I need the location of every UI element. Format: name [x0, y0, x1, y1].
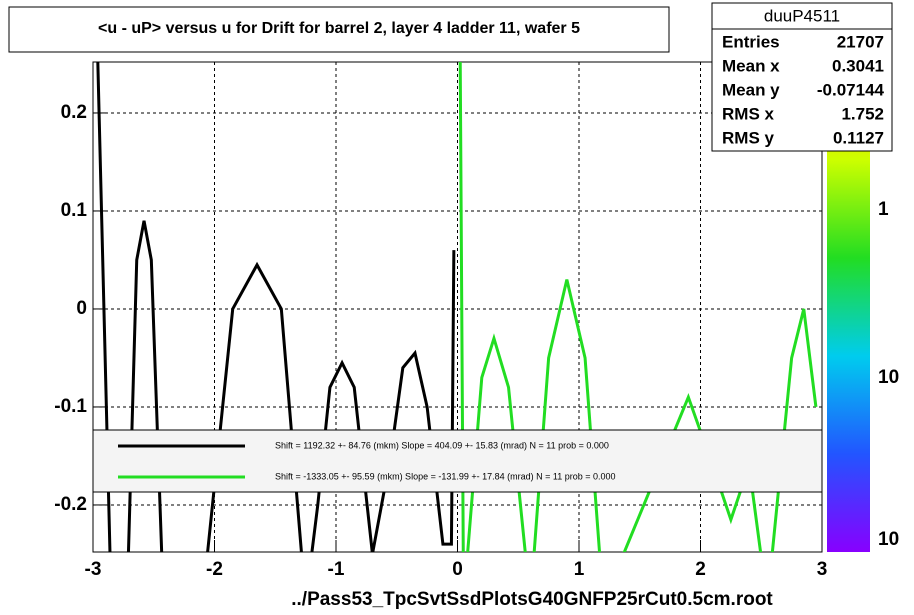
stats-label: Entries — [722, 32, 780, 51]
x-tick-label: 3 — [817, 559, 828, 580]
x-tick-label: -1 — [328, 559, 345, 580]
y-tick-label: 0 — [76, 298, 87, 319]
stats-value: -0.07144 — [817, 80, 885, 99]
stats-title: duuP4511 — [764, 6, 840, 25]
legend-label: Shift = 1192.32 +- 84.76 (mkm) Slope = 4… — [275, 440, 609, 450]
stats-box — [711, 2, 893, 152]
stats-value: 0.1127 — [833, 128, 884, 147]
color-scale-label: 10 — [878, 529, 899, 550]
stats-value: 21707 — [837, 32, 884, 51]
stats-label: Mean y — [722, 80, 780, 99]
x-tick-label: -2 — [206, 559, 223, 580]
stats-label: RMS y — [722, 128, 775, 147]
y-tick-label: 0.1 — [61, 200, 88, 221]
stats-value: 1.752 — [841, 104, 884, 123]
x-tick-label: 0 — [452, 559, 463, 580]
stats-value: 0.3041 — [832, 56, 884, 75]
title-box — [8, 6, 670, 53]
x-tick-label: 2 — [695, 559, 706, 580]
chart-title: <u - uP> versus u for Drift for barrel 2… — [98, 20, 580, 37]
fit-line — [96, 62, 456, 552]
x-axis-label: ../Pass53_TpcSvtSsdPlotsG40GNFP25rCut0.5… — [291, 589, 773, 610]
y-tick-label: -0.2 — [54, 494, 87, 515]
legend-box — [92, 429, 823, 493]
x-tick-label: -3 — [85, 559, 102, 580]
color-scale-label: 1 — [878, 199, 889, 220]
fit-line — [458, 62, 818, 552]
y-tick-label: -0.1 — [54, 396, 87, 417]
color-scale-label: 10 — [878, 367, 899, 388]
legend-label: Shift = -1333.05 +- 95.59 (mkm) Slope = … — [275, 471, 616, 481]
stats-label: RMS x — [722, 104, 775, 123]
x-tick-label: 1 — [574, 559, 585, 580]
y-tick-label: 0.2 — [61, 102, 87, 123]
stats-label: Mean x — [722, 56, 780, 75]
